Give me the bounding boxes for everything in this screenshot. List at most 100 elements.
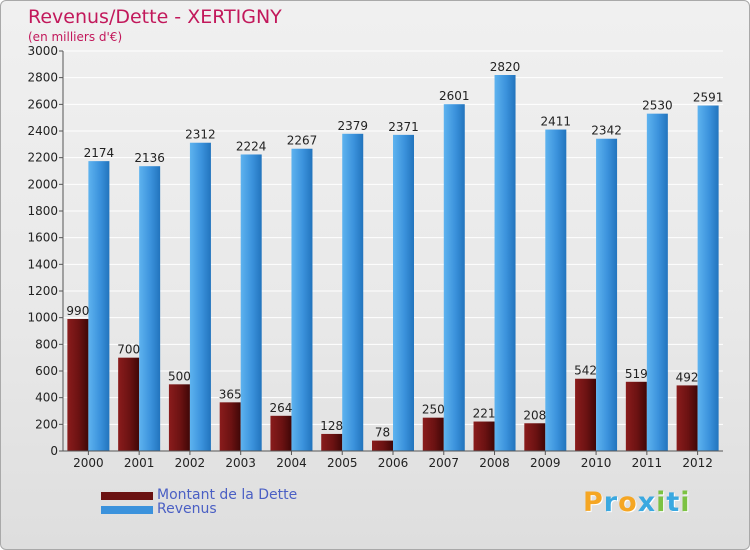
y-tick-label: 0 (50, 444, 58, 458)
legend-swatch-revenus (101, 506, 153, 514)
proxiti-logo: Proxiti (583, 487, 691, 518)
data-label-dette-2006: 78 (375, 426, 390, 440)
data-label-dette-2008: 221 (473, 407, 496, 421)
data-label-dette-2010: 542 (574, 364, 597, 378)
bar-dette-2002 (168, 384, 190, 451)
x-tick-label-2003: 2003 (225, 456, 256, 470)
bar-dette-2007 (422, 417, 444, 451)
data-label-dette-2001: 700 (117, 343, 140, 357)
data-label-revenus-2006: 2371 (388, 120, 419, 134)
data-label-dette-2000: 990 (66, 304, 89, 318)
y-tick-label: 2400 (27, 124, 58, 138)
bar-revenus-2000 (88, 161, 110, 451)
bar-dette-2010 (575, 378, 597, 451)
y-tick-label: 2200 (27, 151, 58, 165)
logo-letter: o (618, 487, 638, 518)
bar-revenus-2011 (646, 113, 668, 452)
logo-letter: i (656, 487, 667, 518)
data-label-revenus-2000: 2174 (84, 146, 115, 160)
x-tick-label-2009: 2009 (530, 456, 561, 470)
bar-revenus-2007 (443, 104, 465, 451)
data-label-dette-2003: 365 (219, 387, 242, 401)
bar-revenus-2010 (596, 138, 618, 451)
y-tick-label: 800 (35, 337, 58, 351)
data-label-revenus-2005: 2379 (337, 119, 368, 133)
bar-revenus-2001 (139, 166, 161, 451)
y-tick-label: 3000 (27, 44, 58, 58)
bar-revenus-2009 (545, 129, 567, 452)
x-tick-label-2006: 2006 (378, 456, 409, 470)
bar-dette-2000 (67, 319, 89, 451)
data-label-dette-2012: 492 (676, 370, 699, 384)
bar-dette-2003 (219, 402, 241, 451)
chart-subtitle: (en milliers d'€) (28, 30, 123, 44)
y-axis-ticks: 0 200 400 600 800 1000 1200 1400 1600 1800 2000 220… (27, 44, 63, 458)
logo-letter: i (680, 487, 691, 518)
x-tick-label-2002: 2002 (175, 456, 206, 470)
x-tick-label-2010: 2010 (581, 456, 612, 470)
bar-revenus-2003 (240, 154, 262, 451)
data-label-dette-2002: 500 (168, 369, 191, 383)
data-label-revenus-2001: 2136 (134, 151, 165, 165)
data-label-dette-2004: 264 (270, 401, 293, 415)
data-label-revenus-2012: 2591 (693, 91, 724, 105)
y-tick-label: 1000 (27, 311, 58, 325)
y-tick-label: 1600 (27, 231, 58, 245)
x-tick-label-2004: 2004 (276, 456, 307, 470)
y-tick-label: 1800 (27, 204, 58, 218)
legend-label-revenus: Revenus (157, 501, 217, 517)
bar-dette-2004 (270, 415, 292, 451)
bar-revenus-2006 (393, 134, 414, 451)
data-label-revenus-2008: 2820 (490, 60, 521, 74)
data-label-revenus-2011: 2530 (642, 99, 673, 113)
logo-letter: t (666, 487, 681, 518)
x-axis-ticks: 2000 2001 2002 2003 2004 2005 2006 2007 2008 2009… (73, 451, 713, 470)
bars (67, 75, 719, 452)
y-tick-label: 2600 (27, 97, 58, 111)
bar-dette-2011 (625, 381, 647, 451)
bar-dette-2012 (676, 385, 698, 451)
logo-letter: P (583, 487, 604, 518)
data-label-dette-2009: 208 (523, 408, 546, 422)
x-tick-label-2008: 2008 (479, 456, 510, 470)
data-label-dette-2011: 519 (625, 367, 648, 381)
y-tick-label: 1200 (27, 284, 58, 298)
y-tick-label: 600 (35, 364, 58, 378)
x-tick-label-2000: 2000 (73, 456, 104, 470)
data-label-revenus-2002: 2312 (185, 128, 216, 142)
y-tick-label: 200 (35, 417, 58, 431)
bar-dette-2008 (473, 421, 495, 451)
x-tick-label-2011: 2011 (632, 456, 663, 470)
x-tick-label-2007: 2007 (428, 456, 459, 470)
bar-dette-2001 (118, 357, 140, 451)
data-label-dette-2005: 128 (320, 419, 343, 433)
data-label-revenus-2007: 2601 (439, 89, 470, 103)
data-label-dette-2007: 250 (422, 403, 445, 417)
data-labels: 990 2174 700 2136 500 2312 365 2224 264 2267 128 23… (66, 60, 723, 440)
data-label-revenus-2009: 2411 (541, 115, 572, 129)
bar-dette-2006 (372, 440, 393, 451)
x-tick-label-2001: 2001 (124, 456, 155, 470)
legend-swatch-dette (101, 492, 153, 500)
x-tick-label-2012: 2012 (682, 456, 713, 470)
chart-title: Revenus/Dette - XERTIGNY (28, 6, 282, 28)
bar-revenus-2004 (291, 148, 313, 451)
data-label-revenus-2010: 2342 (591, 124, 622, 138)
y-tick-label: 2800 (27, 71, 58, 85)
bar-revenus-2005 (342, 133, 364, 452)
bar-dette-2009 (524, 423, 546, 451)
y-tick-label: 1400 (27, 257, 58, 271)
data-label-revenus-2003: 2224 (236, 139, 267, 153)
y-tick-label: 2000 (27, 177, 58, 191)
data-label-revenus-2004: 2267 (287, 134, 318, 148)
bar-revenus-2012 (697, 105, 719, 452)
bar-dette-2005 (321, 433, 343, 451)
legend-label-dette: Montant de la Dette (157, 487, 298, 503)
logo-letter: x (637, 487, 657, 518)
logo-letter: r (603, 487, 619, 518)
bar-revenus-2008 (494, 75, 516, 451)
x-tick-label-2005: 2005 (327, 456, 358, 470)
y-tick-label: 400 (35, 391, 58, 405)
